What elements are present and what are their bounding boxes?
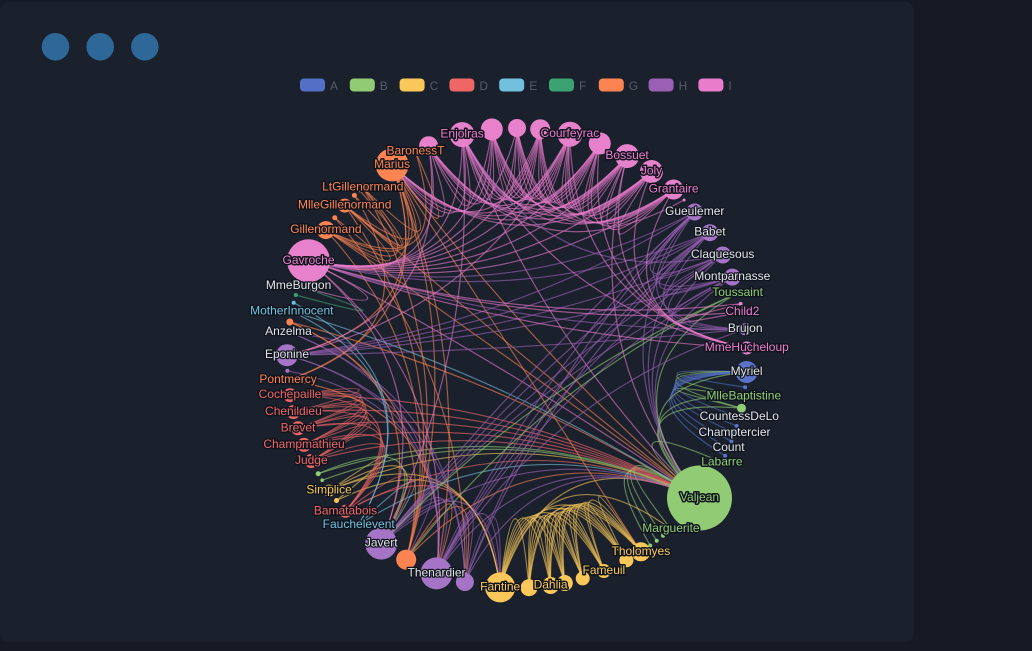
svg-text:Claquesous: Claquesous: [691, 247, 754, 261]
svg-text:Fantine: Fantine: [480, 579, 520, 593]
svg-text:Count: Count: [713, 440, 746, 454]
svg-text:C: C: [430, 79, 439, 93]
svg-text:Champmathieu: Champmathieu: [263, 437, 344, 451]
svg-text:Tholomyes: Tholomyes: [612, 544, 671, 558]
svg-text:Marguerite: Marguerite: [642, 521, 700, 535]
svg-text:Enjolras: Enjolras: [440, 127, 483, 141]
svg-text:Thenardier: Thenardier: [407, 565, 465, 579]
svg-text:MotherInnocent: MotherInnocent: [250, 303, 334, 317]
svg-text:Eponine: Eponine: [265, 347, 309, 361]
svg-text:LtGillenormand: LtGillenormand: [322, 179, 403, 193]
svg-text:BaronessT: BaronessT: [386, 144, 445, 158]
svg-text:Courfeyrac: Courfeyrac: [541, 126, 600, 140]
svg-text:E: E: [529, 79, 537, 93]
svg-text:Pontmercy: Pontmercy: [259, 372, 316, 386]
svg-text:Grantaire: Grantaire: [649, 182, 699, 196]
svg-text:Champtercier: Champtercier: [698, 425, 770, 439]
svg-text:Judge: Judge: [295, 453, 328, 467]
svg-text:Myriel: Myriel: [731, 364, 763, 378]
svg-text:Gueulemer: Gueulemer: [665, 204, 724, 218]
svg-text:Labarre: Labarre: [701, 454, 743, 468]
svg-text:Dahlia: Dahlia: [534, 578, 568, 592]
svg-text:CountessDeLo: CountessDeLo: [700, 409, 780, 423]
svg-text:Cochepaille: Cochepaille: [259, 387, 322, 401]
svg-text:MmeBurgon: MmeBurgon: [266, 278, 331, 292]
svg-text:MlleGillenormand: MlleGillenormand: [298, 198, 391, 212]
svg-text:Marius: Marius: [374, 157, 410, 171]
svg-text:Anzelma: Anzelma: [265, 324, 312, 338]
svg-text:Fauchelevent: Fauchelevent: [323, 517, 396, 531]
svg-text:Montparnasse: Montparnasse: [694, 269, 770, 283]
svg-text:Fameuil: Fameuil: [583, 563, 626, 577]
svg-text:Toussaint: Toussaint: [712, 285, 763, 299]
svg-text:Simplice: Simplice: [306, 483, 352, 497]
svg-text:G: G: [629, 79, 638, 93]
svg-text:H: H: [679, 79, 688, 93]
svg-text:Javert: Javert: [365, 536, 398, 550]
svg-text:I: I: [728, 79, 731, 93]
svg-text:Babet: Babet: [694, 225, 726, 239]
svg-text:F: F: [579, 79, 586, 93]
svg-text:Valjean: Valjean: [680, 490, 719, 504]
svg-text:A: A: [330, 79, 338, 93]
svg-text:Bossuet: Bossuet: [605, 148, 649, 162]
svg-text:MmeHucheloup: MmeHucheloup: [705, 340, 789, 354]
svg-text:Brujon: Brujon: [728, 321, 763, 335]
svg-text:Chenildieu: Chenildieu: [265, 404, 322, 418]
svg-text:Gavroche: Gavroche: [282, 253, 334, 267]
svg-text:Bamatabois: Bamatabois: [314, 503, 377, 517]
svg-text:Gillenormand: Gillenormand: [290, 222, 361, 236]
svg-text:Child2: Child2: [725, 304, 759, 318]
svg-text:B: B: [380, 79, 388, 93]
svg-text:D: D: [479, 79, 488, 93]
svg-text:Brevet: Brevet: [281, 420, 316, 434]
svg-text:MlleBaptistine: MlleBaptistine: [706, 388, 781, 402]
svg-text:Joly: Joly: [641, 164, 662, 178]
